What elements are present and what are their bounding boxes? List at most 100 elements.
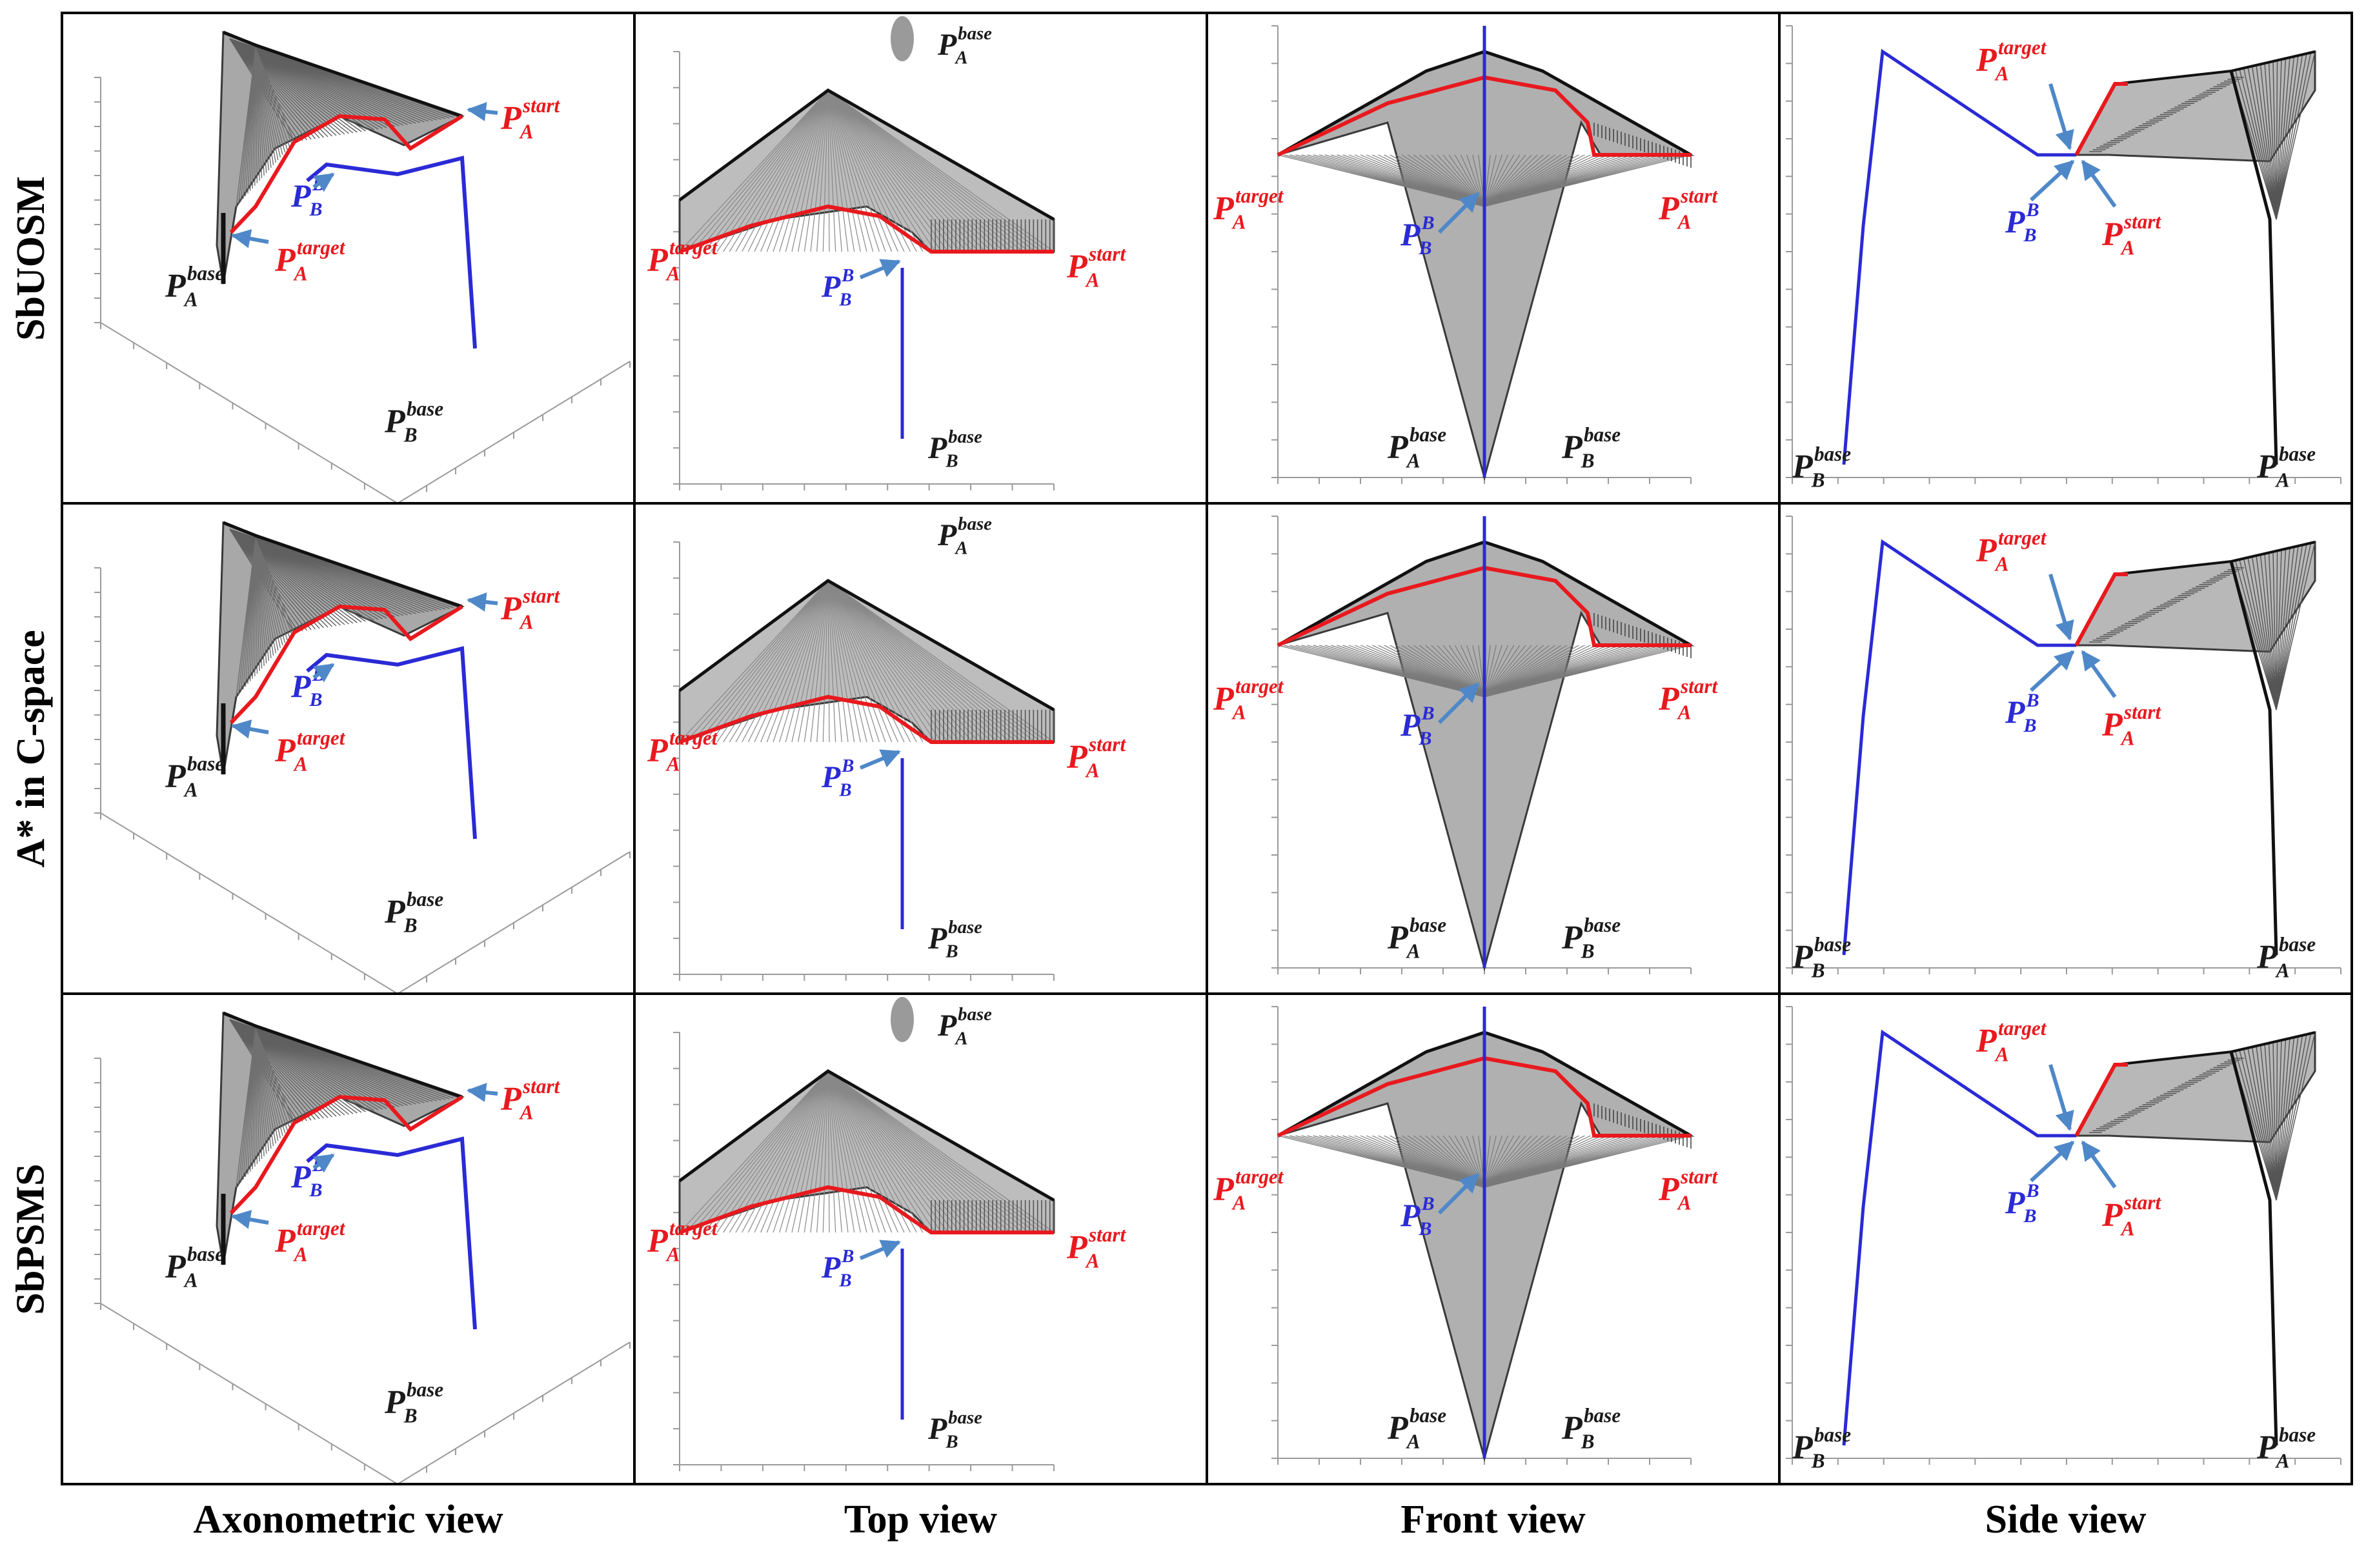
label-pa-start-main: P: [1658, 190, 1680, 227]
arrow-pa-target: [2048, 83, 2074, 150]
label-pb-main: P: [821, 270, 841, 304]
link-edge: [223, 1011, 463, 1099]
label-pb-base-subscript: B: [945, 1431, 958, 1452]
sweep-line: [1484, 154, 1544, 207]
sweep-line: [754, 1070, 829, 1233]
label-pa-start-subscript: A: [2120, 727, 2135, 750]
sweep-line: [827, 580, 1024, 743]
sweep-line: [1484, 645, 1562, 698]
sweep-line: [1484, 645, 1568, 698]
sweep-line: [827, 1070, 1055, 1233]
label-pb: PBB: [821, 265, 854, 310]
label-pa-base: PAbase: [1387, 1404, 1446, 1453]
sweep-line: [827, 580, 924, 743]
link-edge: [223, 521, 463, 608]
label-pb-base-main: P: [927, 431, 947, 465]
sweep-line: [2234, 70, 2277, 220]
sweep-line: [1460, 1135, 1485, 1188]
sweep-line: [255, 48, 295, 143]
sweep-line: [229, 1019, 325, 1119]
label-pa-target-subscript: A: [1231, 211, 1246, 234]
label-pb-subscript: B: [2023, 1205, 2037, 1227]
label-pb-base: PBbase: [1792, 933, 1851, 982]
label-pa-start-subscript: A: [519, 1101, 534, 1124]
label-pa-start-superscript: start: [522, 1075, 561, 1098]
label-pa-start: PAstart: [2101, 210, 2161, 259]
sweep-line: [679, 90, 829, 252]
sweep-line: [710, 580, 829, 743]
label-pa-base: PAbase: [1387, 914, 1446, 963]
label-pb-base: PBbase: [927, 427, 982, 471]
sweep-line: [685, 1070, 829, 1233]
sweep-line: [827, 90, 830, 252]
column-label-axonometric: Axonometric view: [193, 1498, 503, 1542]
sweep-line: [827, 1070, 911, 1233]
robot-b-path: [1842, 48, 2076, 465]
sweep-line: [2276, 52, 2312, 220]
sweep-line: [785, 90, 829, 252]
sweep-line: [2276, 549, 2282, 710]
arrow-pa-target: [231, 1210, 269, 1229]
sweep-line: [810, 580, 829, 743]
label-pb-base: PBbase: [384, 1378, 443, 1427]
swept-volume: [2074, 541, 2316, 653]
label-pa-base-main: P: [2256, 939, 2278, 976]
sweep-line: [827, 90, 955, 252]
label-pb-base-superscript: base: [948, 917, 982, 938]
label-pb-base: PBbase: [927, 917, 982, 961]
sweep-line: [229, 528, 374, 621]
panel-content: PAstartPBBPAtargetPAbasePBbase: [94, 521, 631, 994]
sweep-line: [1484, 1135, 1509, 1188]
sweep-line: [766, 580, 829, 743]
sweep-line: [827, 580, 986, 743]
swept-volume: [2074, 50, 2316, 163]
label-pb-base-subscript: B: [1581, 1431, 1595, 1453]
sweep-line: [2272, 1041, 2277, 1201]
arrow-pa-target: [2048, 574, 2074, 641]
sweep-line: [2276, 1032, 2316, 1201]
sweep-line: [229, 38, 320, 139]
label-pa-target-main: P: [647, 732, 669, 769]
label-pa-target-superscript: target: [669, 727, 718, 749]
sweep-line: [827, 90, 861, 252]
sweep-line: [827, 580, 1017, 743]
sweep-line: [2243, 68, 2277, 220]
sweep-line: [255, 1029, 274, 1147]
sweep-line: [255, 48, 274, 166]
sweep-line: [1484, 154, 1521, 207]
label-pa-target-main: P: [274, 1223, 296, 1260]
sweep-line: [2272, 551, 2277, 710]
label-pa-target-superscript: target: [1998, 527, 2047, 549]
label-pb-main: P: [1400, 1197, 1421, 1233]
label-pa-target-superscript: target: [1998, 1017, 2047, 1040]
label-pb-base-superscript: base: [948, 427, 982, 447]
sweep-line: [1484, 154, 1550, 207]
label-pa-start: PAstart: [2101, 1191, 2161, 1240]
sweep-line: [1484, 1135, 1521, 1188]
sweep-line: [827, 90, 898, 252]
label-pa-start-main: P: [1658, 1171, 1680, 1208]
sweep-line: [2276, 57, 2290, 220]
axis-line: [100, 1303, 398, 1484]
label-pa-target-main: P: [1976, 532, 1997, 569]
sweep-line: [255, 538, 288, 641]
label-pb-base-main: P: [1792, 939, 1814, 976]
sweep-line: [229, 528, 345, 625]
sweep-line: [2276, 1038, 2290, 1201]
swept-volume: [678, 1070, 1055, 1234]
sweep-line: [698, 1070, 829, 1233]
sweep-line: [2276, 54, 2303, 220]
label-pb-superscript: B: [841, 1246, 854, 1267]
sweep-line: [827, 580, 830, 743]
sweep-line: [2251, 1047, 2277, 1201]
sweep-line: [779, 90, 829, 252]
base-joint-blob: [891, 16, 914, 61]
label-pb-main: P: [1400, 707, 1421, 743]
sweep-line: [255, 538, 281, 648]
label-pb-base-main: P: [1561, 920, 1583, 956]
sweep-line: [255, 48, 283, 156]
sweep-line: [2268, 1043, 2277, 1201]
label-pb-subscript: B: [2023, 225, 2037, 246]
label-pa-target-main: P: [274, 732, 296, 769]
label-pa-start: PAstart: [1658, 1165, 1718, 1214]
